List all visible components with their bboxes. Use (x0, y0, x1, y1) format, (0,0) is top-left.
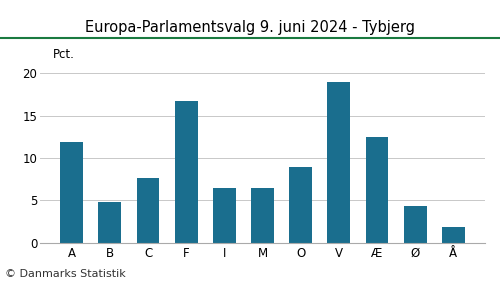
Bar (366, 137, 388, 243)
Text: Europa-Parlamentsvalg 9. juni 2024 - Tybjerg: Europa-Parlamentsvalg 9. juni 2024 - Tyb… (85, 20, 415, 35)
Bar (404, 206, 426, 243)
Text: © Danmarks Statistik: © Danmarks Statistik (5, 269, 126, 279)
Bar (213, 188, 236, 243)
Bar (251, 188, 274, 243)
Bar (136, 178, 160, 243)
Bar (174, 101, 198, 243)
Bar (98, 202, 122, 243)
Bar (60, 142, 83, 243)
Bar (289, 167, 312, 243)
Bar (328, 82, 350, 243)
Bar (442, 227, 465, 243)
Text: Pct.: Pct. (52, 48, 74, 61)
